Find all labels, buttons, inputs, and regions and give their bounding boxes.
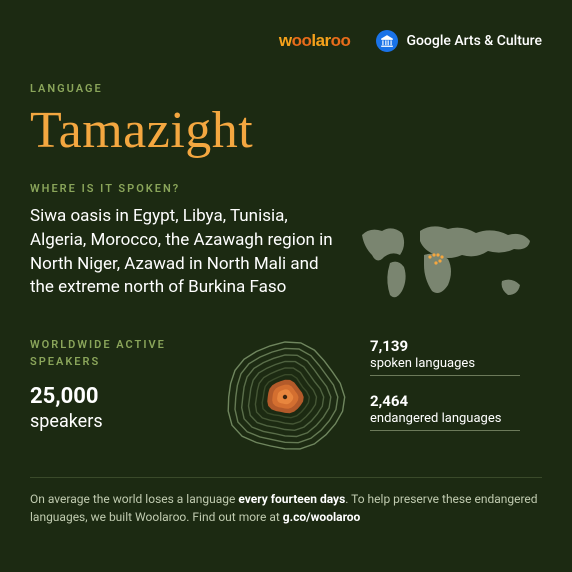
- speakers-count: 25,000: [30, 384, 210, 409]
- stat-endangered-number: 2,464: [370, 392, 542, 410]
- museum-icon: [376, 30, 398, 52]
- stat-spoken-languages: 7,139 spoken languages: [370, 337, 542, 376]
- stat-endangered-languages: 2,464 endangered languages: [370, 392, 542, 431]
- where-spoken-text: Siwa oasis in Egypt, Libya, Tunisia, Alg…: [30, 205, 334, 315]
- google-arts-culture-text: Google Arts & Culture: [406, 33, 542, 49]
- page-title: Tamazight: [30, 101, 542, 160]
- divider: [30, 477, 542, 478]
- world-map: [352, 205, 542, 315]
- google-arts-culture-logo: Google Arts & Culture: [376, 30, 542, 52]
- stat-spoken-label: spoken languages: [370, 356, 542, 371]
- eyebrow-speakers: WORLDWIDE ACTIVE SPEAKERS: [30, 337, 210, 370]
- header: woolaroo Google Arts & Culture: [30, 24, 542, 58]
- woolaroo-logo: woolaroo: [279, 31, 351, 51]
- stat-endangered-label: endangered languages: [370, 411, 542, 426]
- tree-rings-graphic: [210, 337, 360, 457]
- eyebrow-language: LANGUAGE: [30, 82, 542, 95]
- eyebrow-where: WHERE IS IT SPOKEN?: [30, 182, 542, 195]
- stat-spoken-number: 7,139: [370, 337, 542, 355]
- speakers-label: speakers: [30, 411, 210, 432]
- footnote: On average the world loses a language ev…: [30, 490, 542, 526]
